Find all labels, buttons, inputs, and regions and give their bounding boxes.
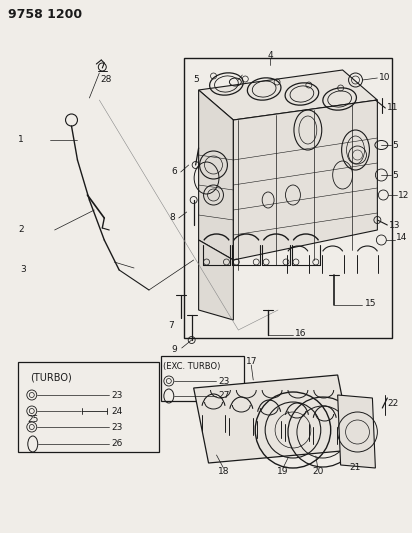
- Text: 2: 2: [18, 225, 23, 235]
- Text: (TURBO): (TURBO): [30, 373, 72, 383]
- Text: 22: 22: [387, 399, 398, 408]
- Text: 18: 18: [218, 467, 229, 477]
- Text: 19: 19: [277, 467, 289, 477]
- Text: 5: 5: [392, 141, 398, 149]
- Text: 12: 12: [398, 190, 410, 199]
- Text: 16: 16: [295, 328, 307, 337]
- Text: 5: 5: [392, 171, 398, 180]
- Text: 15: 15: [365, 298, 376, 308]
- Text: 23: 23: [111, 391, 123, 400]
- Bar: [18, 362, 159, 452]
- Text: 1: 1: [18, 135, 23, 144]
- Bar: [184, 58, 392, 338]
- Text: 14: 14: [396, 233, 407, 243]
- Text: 8: 8: [169, 214, 175, 222]
- Text: 11: 11: [387, 102, 399, 111]
- Text: 5: 5: [193, 76, 199, 85]
- Text: 6: 6: [171, 167, 177, 176]
- Polygon shape: [199, 70, 377, 120]
- Text: 7: 7: [168, 320, 174, 329]
- Text: 23: 23: [111, 423, 123, 432]
- Text: 27: 27: [218, 392, 230, 400]
- Polygon shape: [199, 240, 233, 320]
- Text: (EXC. TURBO): (EXC. TURBO): [163, 362, 220, 372]
- Text: 9: 9: [171, 345, 177, 354]
- Polygon shape: [233, 100, 377, 260]
- Text: 17: 17: [246, 358, 258, 367]
- Text: 9758 1200: 9758 1200: [8, 7, 82, 20]
- Text: 24: 24: [111, 407, 122, 416]
- Text: 10: 10: [379, 74, 391, 83]
- Bar: [161, 356, 244, 401]
- Text: 28: 28: [100, 75, 112, 84]
- Text: 25: 25: [28, 416, 39, 424]
- Polygon shape: [338, 395, 375, 468]
- Text: 20: 20: [312, 467, 323, 477]
- Polygon shape: [194, 375, 353, 463]
- Text: 13: 13: [389, 221, 401, 230]
- Polygon shape: [199, 90, 233, 260]
- Text: 23: 23: [218, 376, 230, 385]
- Text: 21: 21: [350, 463, 361, 472]
- Text: 26: 26: [111, 440, 123, 448]
- Text: 3: 3: [20, 265, 26, 274]
- Text: 4: 4: [267, 51, 273, 60]
